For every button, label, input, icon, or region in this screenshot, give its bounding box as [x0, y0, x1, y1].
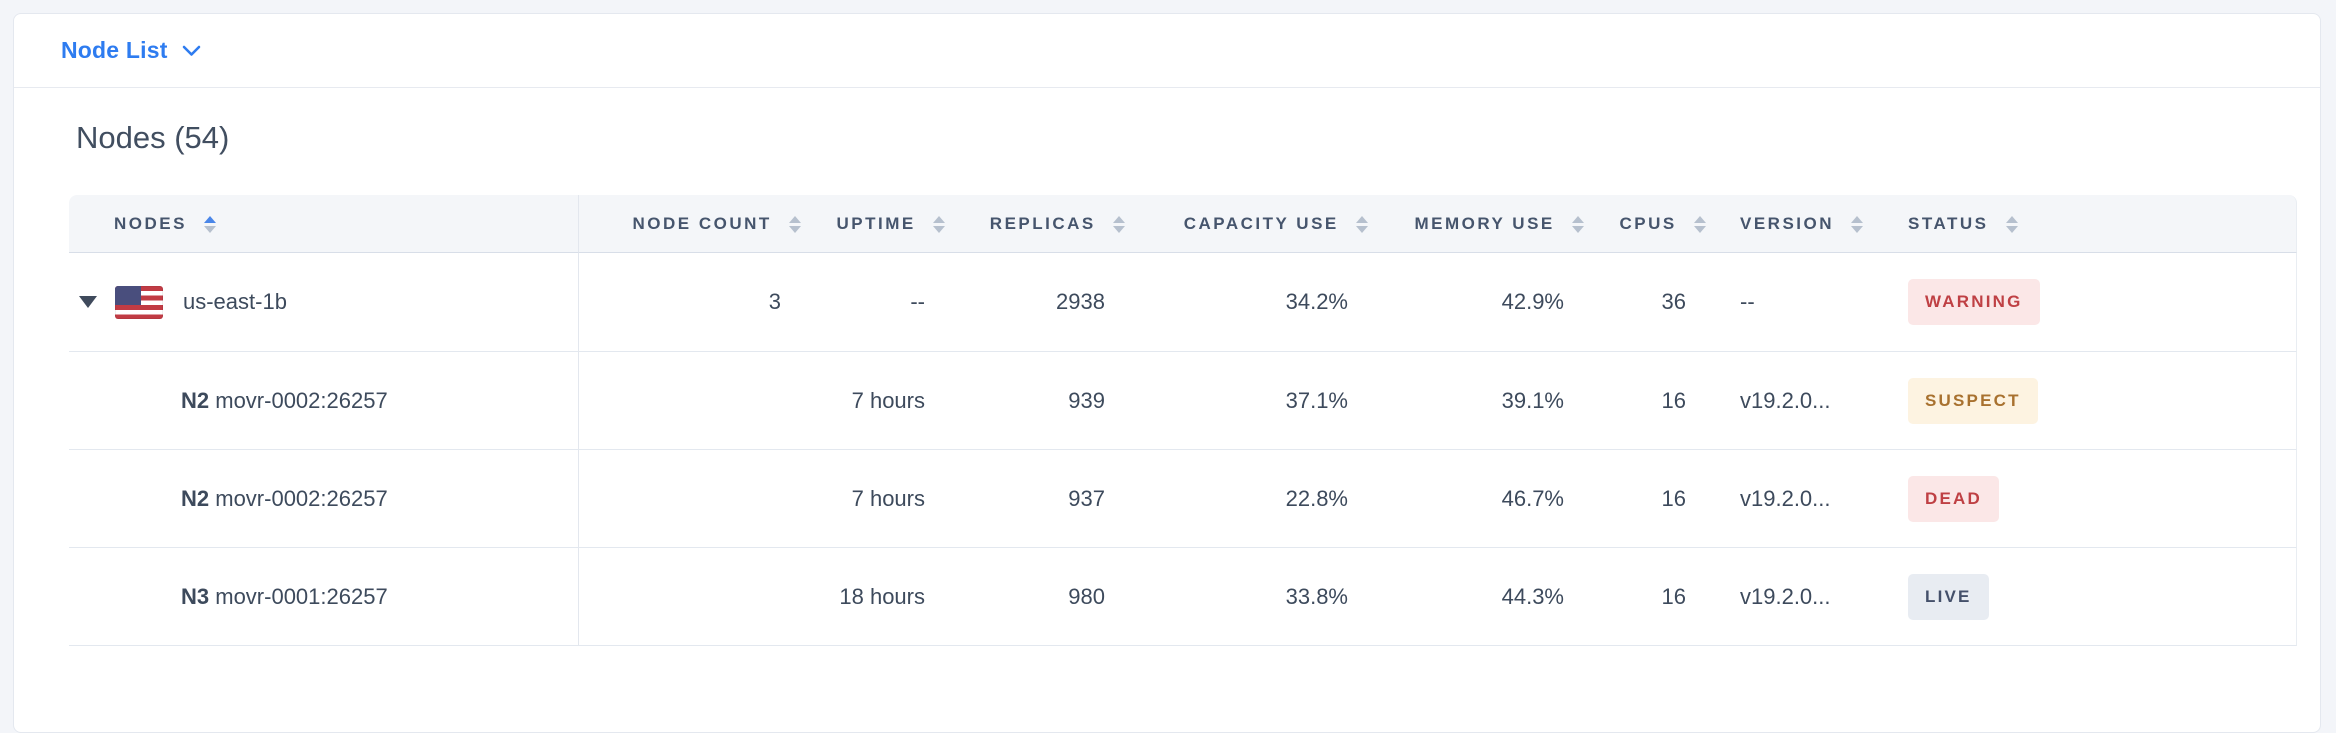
node-address: movr-0002:26257	[215, 387, 388, 413]
column-header-nodes[interactable]: NODES	[69, 195, 579, 253]
cell-capacity-use: 33.8%	[1149, 548, 1392, 646]
cell-node-count: 3	[579, 253, 825, 352]
cell-capacity-use: 34.2%	[1149, 253, 1392, 352]
status-badge: LIVE	[1908, 573, 1989, 620]
cell-node-count	[579, 352, 825, 450]
cell-replicas: 939	[969, 352, 1149, 450]
us-flag-icon	[115, 285, 163, 319]
chevron-down-icon	[182, 45, 201, 57]
status-badge: WARNING	[1908, 279, 2040, 325]
status-badge: SUSPECT	[1908, 377, 2038, 424]
column-header-label: CPUS	[1619, 213, 1677, 233]
column-header-label: UPTIME	[836, 213, 916, 233]
table-header-row: NODES NODE COUNT UPTIME REPLICAS CAPACIT…	[69, 195, 2297, 253]
node-id: N2	[181, 485, 210, 511]
node-id: N2	[181, 387, 210, 413]
sort-arrows-icon	[1356, 215, 1368, 233]
table-row-node: N3 movr-0001:26257 18 hours 980 33.8% 44…	[69, 548, 2297, 646]
cell-uptime: 7 hours	[825, 450, 969, 548]
cell-memory-use: 44.3%	[1392, 548, 1608, 646]
cell-node-count	[579, 450, 825, 548]
sort-arrows-icon	[1694, 215, 1706, 233]
page-title: Nodes (54)	[76, 120, 230, 155]
node-name[interactable]: N3 movr-0001:26257	[69, 584, 578, 610]
cell-version: v19.2.0...	[1730, 450, 1898, 548]
sort-arrows-icon	[1572, 215, 1584, 233]
cell-replicas: 937	[969, 450, 1149, 548]
column-header-version[interactable]: VERSION	[1730, 195, 1898, 253]
node-list-card: Node List Nodes (54) NODES NODE COUNT	[13, 13, 2321, 733]
node-address: movr-0001:26257	[215, 583, 388, 609]
column-header-replicas[interactable]: REPLICAS	[969, 195, 1149, 253]
column-header-label: VERSION	[1740, 213, 1835, 233]
region-cell: us-east-1b	[69, 253, 578, 351]
sort-arrows-icon	[204, 215, 217, 233]
sort-arrows-icon	[2005, 215, 2018, 233]
cell-memory-use: 42.9%	[1392, 253, 1608, 352]
table-row-node: N2 movr-0002:26257 7 hours 937 22.8% 46.…	[69, 450, 2297, 548]
column-header-memory-use[interactable]: MEMORY USE	[1392, 195, 1608, 253]
node-name[interactable]: N2 movr-0002:26257	[69, 486, 578, 512]
column-header-label: NODES	[114, 213, 187, 233]
node-address: movr-0002:26257	[215, 485, 388, 511]
cell-cpus: 16	[1608, 352, 1730, 450]
column-header-label: NODE COUNT	[632, 213, 772, 233]
column-header-status[interactable]: STATUS	[1898, 195, 2297, 253]
cell-cpus: 16	[1608, 450, 1730, 548]
caret-down-icon[interactable]	[79, 296, 97, 308]
cell-cpus: 36	[1608, 253, 1730, 352]
column-header-capacity-use[interactable]: CAPACITY USE	[1149, 195, 1392, 253]
cell-version: v19.2.0...	[1730, 352, 1898, 450]
column-header-label: STATUS	[1908, 213, 1989, 233]
cell-replicas: 2938	[969, 253, 1149, 352]
node-list-dropdown[interactable]: Node List	[61, 37, 201, 64]
column-header-node-count[interactable]: NODE COUNT	[579, 195, 825, 253]
status-badge: DEAD	[1908, 475, 1999, 522]
cell-version: --	[1730, 253, 1898, 352]
sort-arrows-icon	[933, 215, 945, 233]
cell-memory-use: 39.1%	[1392, 352, 1608, 450]
sort-arrows-icon	[1113, 215, 1125, 233]
region-name: us-east-1b	[183, 289, 287, 314]
nodes-table: NODES NODE COUNT UPTIME REPLICAS CAPACIT…	[69, 195, 2297, 646]
cell-uptime: 18 hours	[825, 548, 969, 646]
cell-cpus: 16	[1608, 548, 1730, 646]
cell-capacity-use: 37.1%	[1149, 352, 1392, 450]
column-header-label: MEMORY USE	[1414, 213, 1555, 233]
cell-version: v19.2.0...	[1730, 548, 1898, 646]
column-header-cpus[interactable]: CPUS	[1608, 195, 1730, 253]
node-list-dropdown-label: Node List	[61, 37, 168, 63]
cell-uptime: --	[825, 253, 969, 352]
cell-replicas: 980	[969, 548, 1149, 646]
table-row-node: N2 movr-0002:26257 7 hours 939 37.1% 39.…	[69, 352, 2297, 450]
cell-node-count	[579, 548, 825, 646]
table-row-region: us-east-1b 3 -- 2938 34.2% 42.9% 36 -- W…	[69, 253, 2297, 352]
cell-uptime: 7 hours	[825, 352, 969, 450]
cell-capacity-use: 22.8%	[1149, 450, 1392, 548]
column-header-uptime[interactable]: UPTIME	[825, 195, 969, 253]
cell-memory-use: 46.7%	[1392, 450, 1608, 548]
column-header-label: REPLICAS	[989, 213, 1096, 233]
sort-arrows-icon	[1851, 215, 1864, 233]
sort-arrows-icon	[789, 215, 801, 233]
view-selector-bar: Node List	[14, 14, 2320, 88]
node-name[interactable]: N2 movr-0002:26257	[69, 388, 578, 414]
node-id: N3	[181, 583, 210, 609]
column-header-label: CAPACITY USE	[1183, 213, 1339, 233]
